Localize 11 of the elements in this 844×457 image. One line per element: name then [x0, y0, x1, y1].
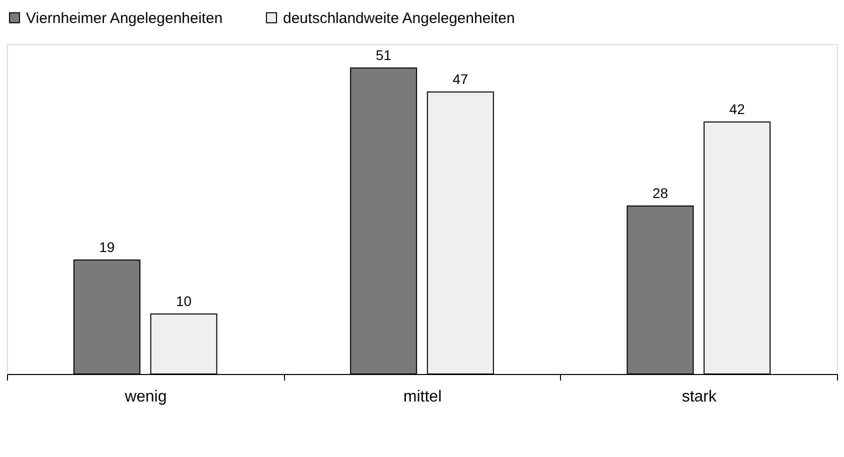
x-tick-label: stark [682, 388, 718, 406]
data-label: 51 [376, 47, 392, 63]
x-tick-label: mittel [403, 388, 442, 406]
data-label: 42 [729, 101, 746, 117]
data-label: 28 [652, 185, 668, 201]
x-tick-label: wenig [124, 388, 167, 406]
legend-label: Viernheimer Angelegenheiten [26, 10, 223, 27]
data-label: 19 [99, 239, 115, 255]
data-label: 47 [452, 71, 468, 87]
legend-label: deutschlandweite Angelegenheiten [283, 10, 515, 27]
data-label: 10 [176, 293, 192, 309]
